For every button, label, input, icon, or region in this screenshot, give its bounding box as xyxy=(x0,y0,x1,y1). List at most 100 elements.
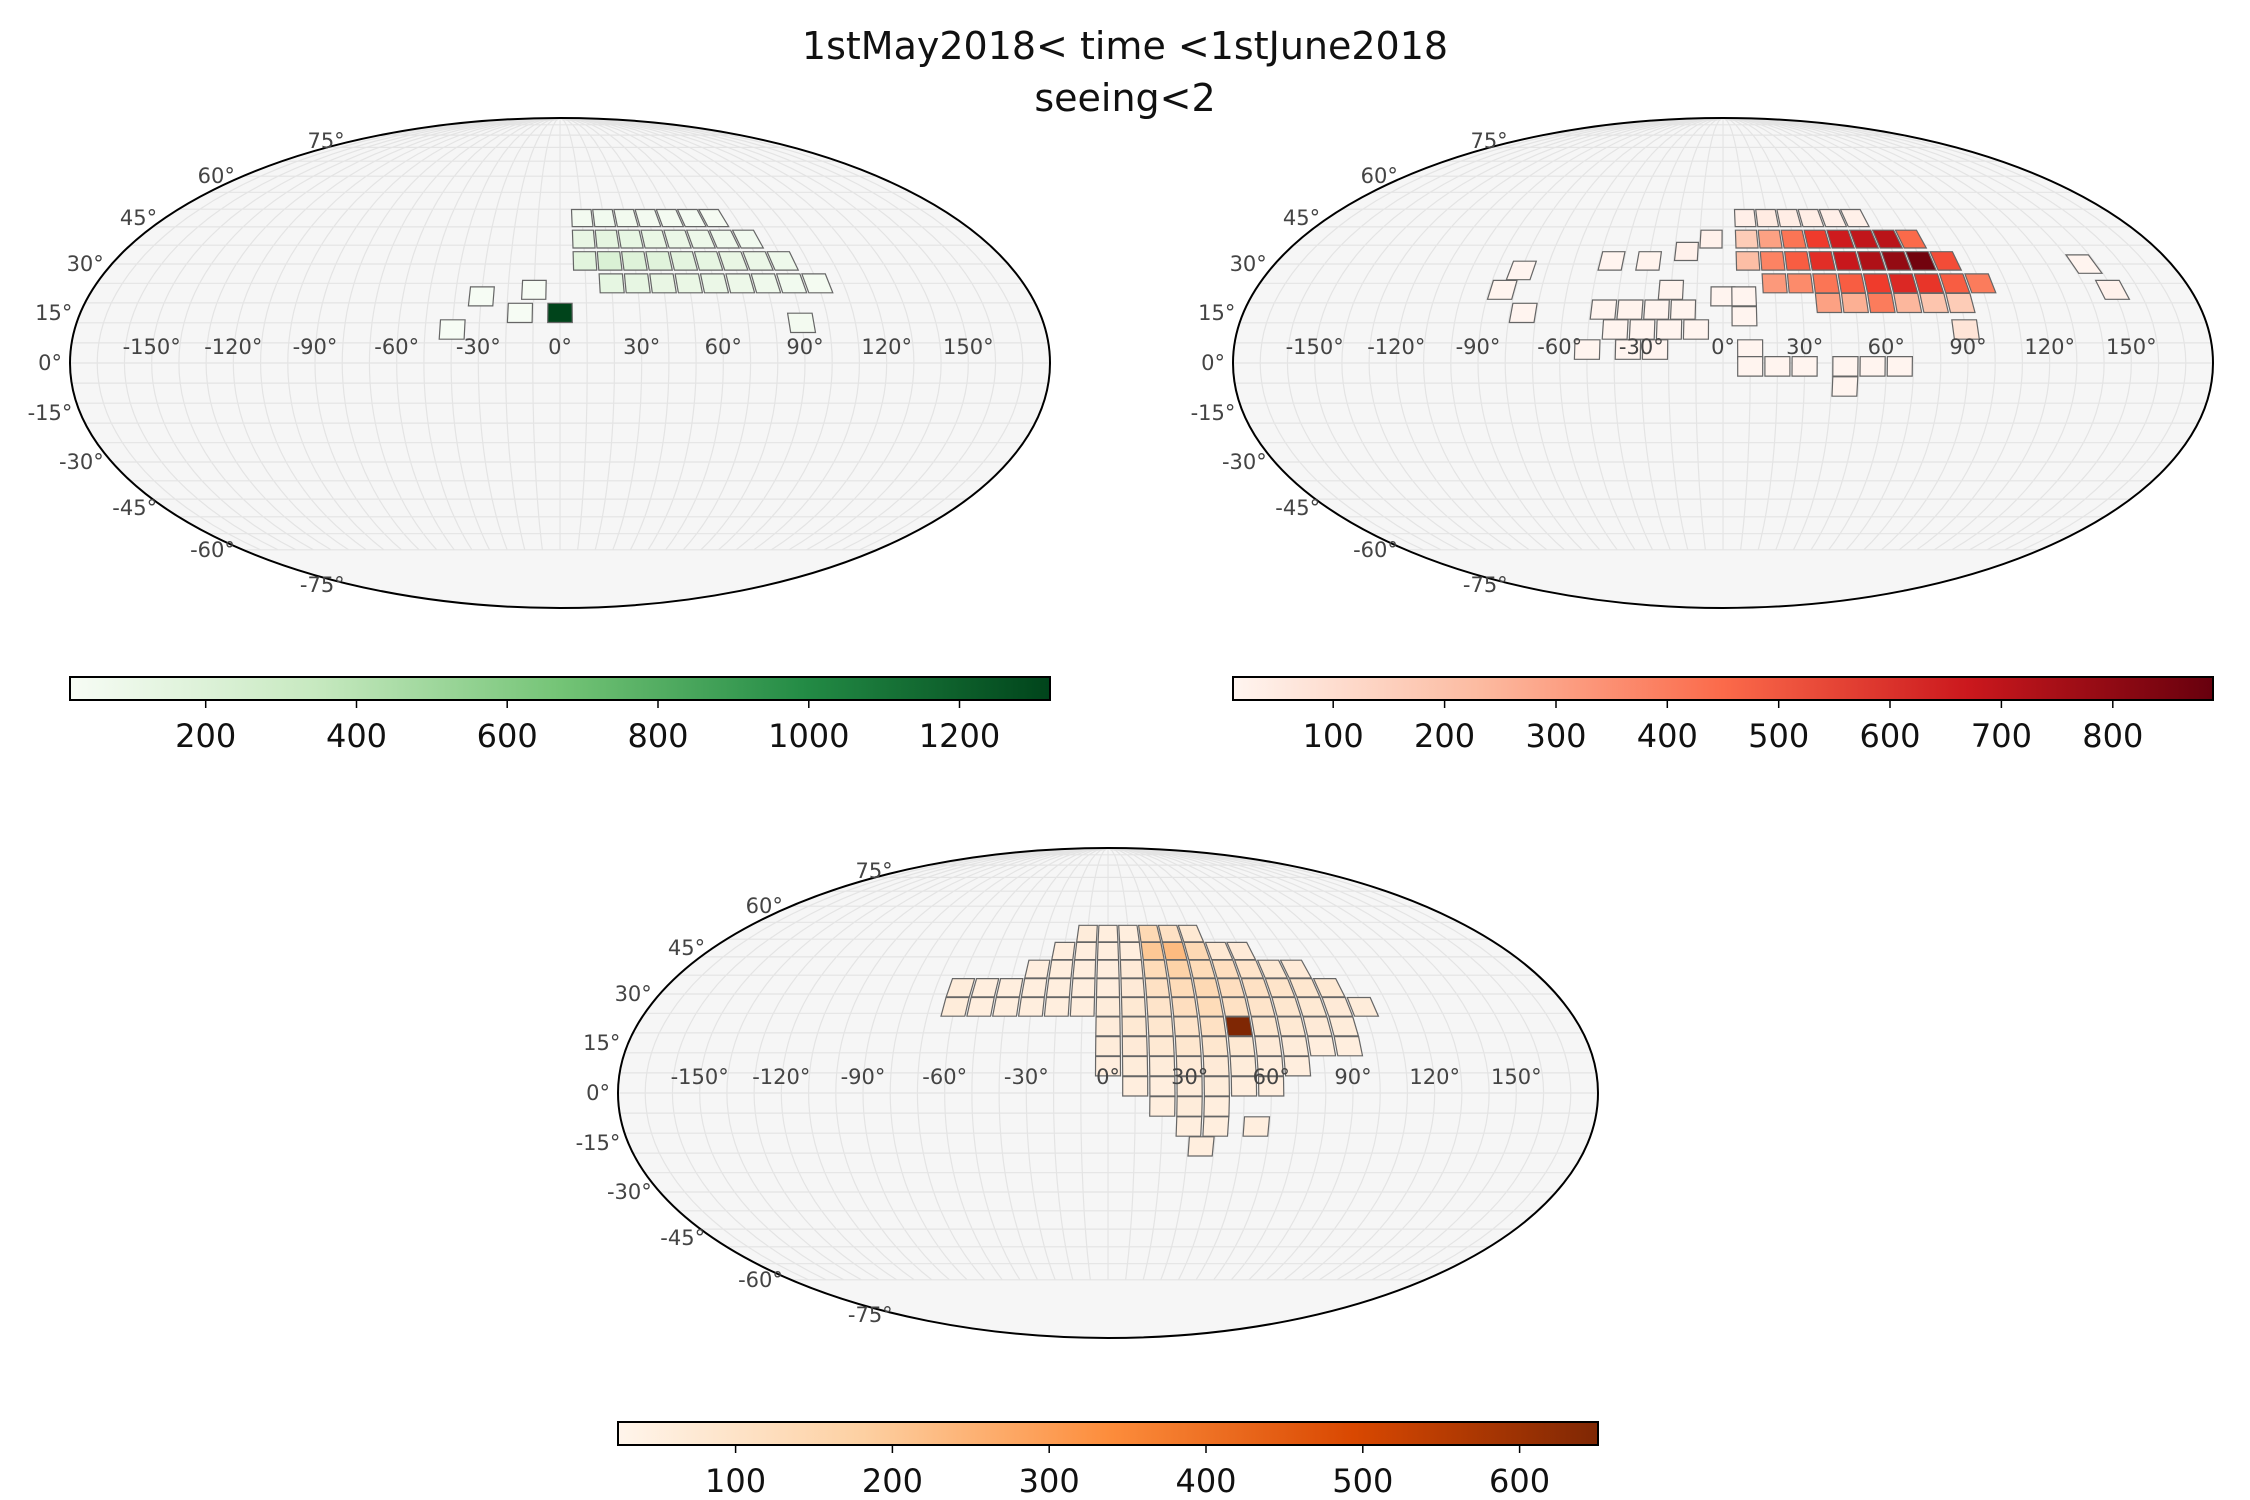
heatmap-cell xyxy=(725,273,756,294)
lon-tick-label: 90° xyxy=(1334,1065,1371,1089)
lon-tick-label: 150° xyxy=(1491,1065,1542,1089)
heatmap-cell xyxy=(1165,959,1192,979)
heatmap-cell xyxy=(1803,229,1832,249)
heatmap-cell xyxy=(1848,229,1880,249)
heatmap-cell xyxy=(1832,251,1862,271)
heatmap-cell xyxy=(1221,996,1250,1017)
heatmap-cell xyxy=(1140,941,1165,961)
heatmap-cell xyxy=(1187,1136,1215,1157)
heatmap-cell xyxy=(1840,292,1870,314)
heatmap-cell xyxy=(1148,1035,1175,1057)
lon-tick-label: -150° xyxy=(671,1065,729,1089)
heatmap-cell xyxy=(1227,1035,1256,1057)
heatmap-cell xyxy=(1655,319,1683,340)
colorbar-tick-label: 200 xyxy=(1414,717,1475,755)
heatmap-cell xyxy=(1070,977,1096,998)
colorbar-scale xyxy=(1232,676,2214,701)
heatmap-cell xyxy=(708,229,741,249)
skymap-panel-3: 75° 60° 45° 30° 15° 0° -15° -30° -45° -60° -75° -15… xyxy=(576,847,1599,1339)
heatmap-cell xyxy=(693,251,724,271)
lat-tick-label: -45° xyxy=(112,496,157,520)
heatmap-cell xyxy=(1929,251,1963,271)
lon-tick-label: -90° xyxy=(1456,335,1501,359)
lat-tick-label: 30° xyxy=(615,982,652,1006)
heatmap-cell xyxy=(1224,1016,1254,1037)
heatmap-cell xyxy=(1074,941,1098,961)
heatmap-cell xyxy=(766,251,800,271)
lat-tick-label: -60° xyxy=(190,538,235,562)
colorbar-tick-label: 300 xyxy=(1019,1462,1080,1500)
heatmap-cell xyxy=(1177,924,1205,943)
heatmap-cell xyxy=(1096,959,1120,979)
heatmap-cell xyxy=(1069,996,1096,1017)
heatmap-cell xyxy=(1121,1035,1148,1057)
colorbar-scale xyxy=(69,676,1051,701)
lat-tick-label: -45° xyxy=(1275,496,1320,520)
lat-tick-label: 45° xyxy=(1283,206,1320,230)
lon-tick-label: -60° xyxy=(922,1065,967,1089)
heatmap-cell xyxy=(1486,279,1518,300)
heatmap-cell xyxy=(775,273,808,294)
lon-tick-label: 120° xyxy=(1409,1065,1460,1089)
lat-tick-label: 75° xyxy=(1470,129,1507,153)
heatmap-cell xyxy=(1188,959,1217,979)
heatmap-cell xyxy=(1144,977,1171,998)
heatmap-cell xyxy=(1168,977,1196,998)
heatmap-cell xyxy=(1118,924,1140,943)
heatmap-cell xyxy=(699,273,730,294)
heatmap-cell xyxy=(1020,977,1048,998)
heatmap-cell xyxy=(1095,977,1121,998)
heatmap-cell xyxy=(995,977,1024,998)
lat-tick-label: 15° xyxy=(1198,301,1235,325)
lon-tick-label: 90° xyxy=(1949,335,1986,359)
lon-tick-label: -120° xyxy=(1367,335,1425,359)
colorbar-tick-label: 600 xyxy=(1859,717,1920,755)
heatmap-cell xyxy=(1183,941,1211,961)
heatmap-cell xyxy=(1964,273,1997,294)
lon-tick-label: -30° xyxy=(1619,335,1664,359)
heatmap-cell xyxy=(1831,376,1859,397)
heatmap-cell xyxy=(1095,996,1121,1017)
heatmap-cell xyxy=(1095,1016,1121,1037)
colorbar-tick-label: 100 xyxy=(705,1462,766,1500)
heatmap-cells xyxy=(1486,208,2131,397)
lon-tick-label: 30° xyxy=(1786,335,1823,359)
heatmap-cell xyxy=(1094,1035,1122,1057)
heatmap-cell xyxy=(1176,1075,1203,1097)
heatmap-cell xyxy=(674,273,704,294)
heatmap-cell xyxy=(1120,996,1147,1017)
colorbar-tick-label: 700 xyxy=(1971,717,2032,755)
heatmap-cell xyxy=(570,208,594,228)
lat-tick-label: -75° xyxy=(1463,573,1508,597)
heatmap-cell xyxy=(617,229,644,249)
heatmap-cell xyxy=(1171,996,1199,1017)
heatmap-cell xyxy=(750,273,782,294)
heatmap-cell xyxy=(676,208,708,228)
heatmap-cell xyxy=(1142,959,1168,979)
heatmap-cell xyxy=(1306,1035,1337,1057)
colorbar: 200 400 600 800 1000 1200 xyxy=(69,676,1051,755)
sky-outline xyxy=(69,117,1051,609)
colorbar: 100 200 300 400 500 600 xyxy=(617,1421,1599,1500)
heatmap-cell xyxy=(697,208,730,228)
heatmap-cell xyxy=(1573,339,1601,360)
heatmap-cell xyxy=(1203,1075,1231,1097)
heatmap-cell xyxy=(1246,996,1276,1017)
lon-tick-label: 30° xyxy=(1171,1065,1208,1089)
heatmap-cell xyxy=(1045,977,1072,998)
colorbar-tick-label: 100 xyxy=(1303,717,1364,755)
heatmap-cell xyxy=(1161,941,1188,961)
lat-tick-label: -15° xyxy=(576,1131,621,1155)
heatmap-cell xyxy=(1276,1016,1307,1037)
heatmap-cell xyxy=(640,229,669,249)
lat-tick-label: -45° xyxy=(660,1226,705,1250)
heatmap-cell xyxy=(1759,251,1786,271)
heatmap-cell xyxy=(613,208,639,228)
heatmap-cell xyxy=(1776,208,1802,228)
heatmap-cell xyxy=(970,977,1000,998)
heatmap-cell xyxy=(1175,1116,1203,1137)
heatmap-cell xyxy=(1818,208,1848,228)
heatmap-cell xyxy=(1764,356,1791,377)
heatmap-cell xyxy=(1886,356,1914,377)
lon-tick-label: -60° xyxy=(374,335,419,359)
